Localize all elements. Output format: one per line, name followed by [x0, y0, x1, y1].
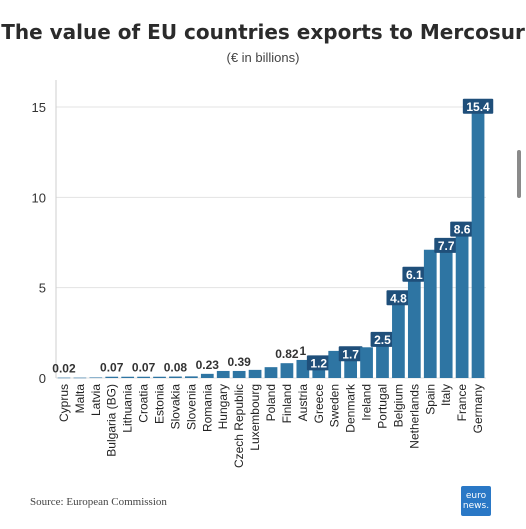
- data-label-box: [338, 346, 363, 362]
- bar: [423, 249, 437, 378]
- data-label: 0.07: [132, 361, 156, 375]
- bar: [328, 350, 342, 378]
- x-tick-label: Finland: [280, 384, 294, 423]
- bar: [280, 363, 294, 378]
- bar: [455, 222, 469, 378]
- bar: [169, 376, 182, 378]
- x-tick-label: Slovakia: [168, 384, 182, 430]
- data-label: 0.39: [227, 355, 251, 369]
- bar: [232, 370, 246, 378]
- bar: [137, 376, 150, 378]
- bar: [121, 376, 135, 378]
- x-tick-label: France: [455, 384, 469, 422]
- x-tick-label: Czech Republic: [232, 384, 246, 468]
- bar: [153, 376, 166, 378]
- x-tick-label: Portugal: [375, 384, 389, 429]
- x-tick-label: Lithuania: [121, 384, 135, 433]
- x-tick-label: Luxembourg: [248, 384, 262, 451]
- x-tick-label: Netherlands: [407, 384, 421, 449]
- x-tick-label: Germany: [471, 384, 485, 433]
- y-tick-label: 10: [32, 190, 46, 205]
- source-note: Source: European Commission: [30, 496, 167, 508]
- x-tick-label: Ireland: [360, 384, 374, 421]
- data-label: 2.5: [374, 333, 391, 347]
- bar: [200, 373, 214, 378]
- x-tick-label: Romania: [200, 384, 214, 432]
- data-label: 8.6: [454, 223, 471, 237]
- bar: [105, 376, 119, 378]
- bar: [471, 99, 485, 378]
- bar: [407, 267, 421, 378]
- x-tick-label: Austria: [296, 384, 310, 422]
- bar: [216, 370, 230, 378]
- y-tick-label: 15: [32, 100, 46, 115]
- data-label-box: [370, 331, 395, 347]
- x-tick-label: Italy: [439, 384, 453, 406]
- x-tick-label: Hungary: [216, 384, 230, 429]
- data-label: 7.7: [438, 239, 455, 253]
- data-label-box: [386, 290, 411, 306]
- scrollbar-thumb[interactable]: [517, 150, 521, 198]
- bar: [360, 347, 373, 378]
- logo-line-2: news.: [462, 501, 490, 511]
- bar: [185, 376, 198, 378]
- data-label-box: [450, 221, 475, 237]
- x-tick-label: Sweden: [328, 384, 342, 427]
- x-tick-label: Latvia: [89, 384, 103, 416]
- x-tick-label: Greece: [312, 384, 326, 424]
- x-tick-label: Spain: [423, 384, 437, 415]
- data-label: 0.23: [196, 358, 220, 372]
- bar: [89, 377, 103, 379]
- euronews-logo: euro news.: [461, 486, 491, 516]
- bar: [439, 238, 453, 378]
- data-label: 1: [300, 344, 307, 358]
- bar: [248, 369, 262, 378]
- chart-subtitle: (€ in billions): [226, 50, 300, 65]
- data-label: 0.02: [52, 362, 76, 376]
- x-tick-label: Estonia: [153, 384, 167, 424]
- data-label-box: [402, 266, 427, 282]
- x-tick-label: Denmark: [344, 383, 358, 433]
- x-tick-label: Poland: [264, 384, 278, 421]
- y-tick-label: 0: [39, 371, 46, 386]
- data-label: 0.82: [275, 347, 299, 361]
- x-tick-label: Slovenia: [184, 384, 198, 430]
- chart-title: The value of EU countries exports to Mer…: [1, 20, 525, 44]
- data-label: 1.7: [342, 347, 359, 361]
- bar: [57, 377, 71, 379]
- y-tick-label: 5: [39, 281, 46, 296]
- data-label: 4.8: [390, 291, 407, 305]
- data-label-box: [434, 237, 459, 253]
- x-tick-label: Malta: [73, 384, 87, 414]
- data-label: 1.2: [310, 356, 327, 370]
- bar: [392, 291, 405, 378]
- bar: [264, 367, 278, 378]
- data-label: 15.4: [466, 100, 490, 114]
- x-tick-label: Bulgaria (BG): [105, 384, 119, 457]
- x-tick-label: Cyprus: [57, 384, 71, 422]
- bar: [296, 359, 310, 378]
- logo-line-1: euro: [465, 491, 487, 501]
- bar: [73, 377, 87, 379]
- x-tick-label: Belgium: [391, 384, 405, 427]
- data-label: 0.07: [100, 361, 124, 375]
- data-label: 0.08: [164, 361, 188, 375]
- data-label-box: [462, 98, 494, 114]
- data-label: 6.1: [406, 268, 423, 282]
- x-tick-label: Croatia: [137, 384, 151, 423]
- data-label-box: [306, 355, 331, 371]
